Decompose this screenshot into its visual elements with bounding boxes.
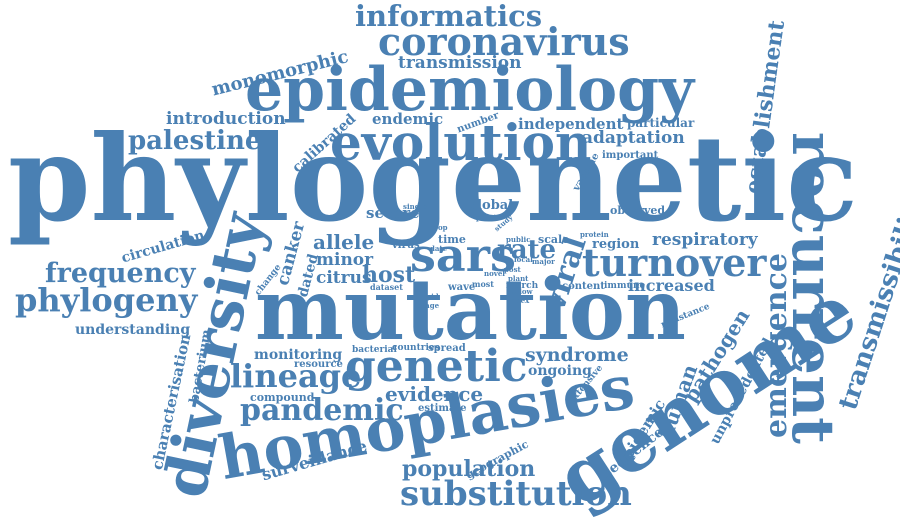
word-informatics: informatics (355, 0, 543, 33)
word-major: major (532, 257, 555, 266)
word-countries: countries (392, 343, 440, 353)
word-single: single (403, 202, 427, 211)
word-resource: resource (294, 359, 343, 370)
word-evidence: evidence (385, 382, 484, 406)
word-coronavirus: coronavirus (378, 19, 630, 64)
word-endemic: endemic (372, 110, 444, 128)
word-lineage: lineage (230, 357, 362, 395)
word-wave: wave (448, 282, 476, 293)
word-respiratory: respiratory (652, 230, 758, 250)
word-particular: particular (627, 116, 695, 130)
word-spread: spread (428, 343, 466, 354)
word-protein: protein (580, 230, 609, 239)
word-time: time (438, 233, 466, 246)
word-evolution: evolution (330, 113, 592, 172)
word-estimate: estimate (418, 403, 467, 414)
word-introduction: introduction (166, 109, 286, 129)
word-citrus: citrus (316, 268, 372, 288)
word-host: host (362, 262, 416, 288)
word-independent: independent (518, 115, 624, 133)
word-index: index (508, 296, 530, 305)
word-plant: plant (508, 274, 529, 283)
word-crop: crop (430, 223, 448, 232)
word-scale: scale (538, 233, 570, 246)
word-transmission: transmission (398, 53, 522, 73)
word-frequency: frequency (45, 258, 196, 289)
word-immune: immune (604, 281, 646, 291)
word-region: region (592, 237, 640, 252)
word-compound: compound (250, 391, 315, 404)
word-understanding: understanding (75, 322, 191, 338)
word-phylogeny: phylogeny (15, 281, 198, 319)
word-dataset: dataset (370, 282, 403, 292)
word-march: march (506, 281, 539, 291)
word-bacterial: bacterial (352, 345, 397, 355)
word-stage: stage (418, 301, 440, 310)
word-epidemiology: epidemiology (245, 55, 694, 125)
word-turnover: turnover (582, 240, 767, 285)
word-rate: rate (497, 235, 557, 265)
word-allele: allele (313, 230, 375, 254)
word-population: population (402, 456, 536, 482)
word-pandemic: pandemic (240, 393, 404, 428)
word-date: date (430, 244, 448, 253)
word-mutation: mutation (255, 260, 686, 359)
word-important: important (602, 150, 659, 161)
word-palestine: palestine (128, 126, 262, 156)
word-local: local (514, 255, 533, 264)
word-minor: minor (316, 250, 374, 270)
word-most: most (472, 279, 494, 289)
word-novel: novel (484, 269, 505, 278)
word-increased: increased (628, 276, 715, 295)
word-adaptation: adaptation (582, 128, 685, 148)
word-post: post (504, 265, 521, 274)
word-severe: severe (366, 204, 420, 222)
word-monitoring: monitoring (254, 347, 343, 363)
word-content: content (562, 281, 605, 292)
word-phylogenetic: phylogenetic (8, 109, 859, 248)
word-public: public (506, 235, 531, 244)
word-point: point (476, 213, 497, 222)
word-ongoing: ongoing (528, 363, 592, 379)
word-sars: sars (410, 228, 516, 282)
word-virus: virus (392, 240, 420, 251)
word-rapid: rapid (418, 292, 439, 301)
word-global: global (468, 198, 514, 213)
word-syndrome: syndrome (525, 344, 629, 366)
word-substitution: substitution (400, 474, 632, 514)
word-genetic: genetic (345, 341, 528, 392)
word-allow: allow (512, 287, 533, 296)
word-observed: observed (610, 204, 666, 217)
